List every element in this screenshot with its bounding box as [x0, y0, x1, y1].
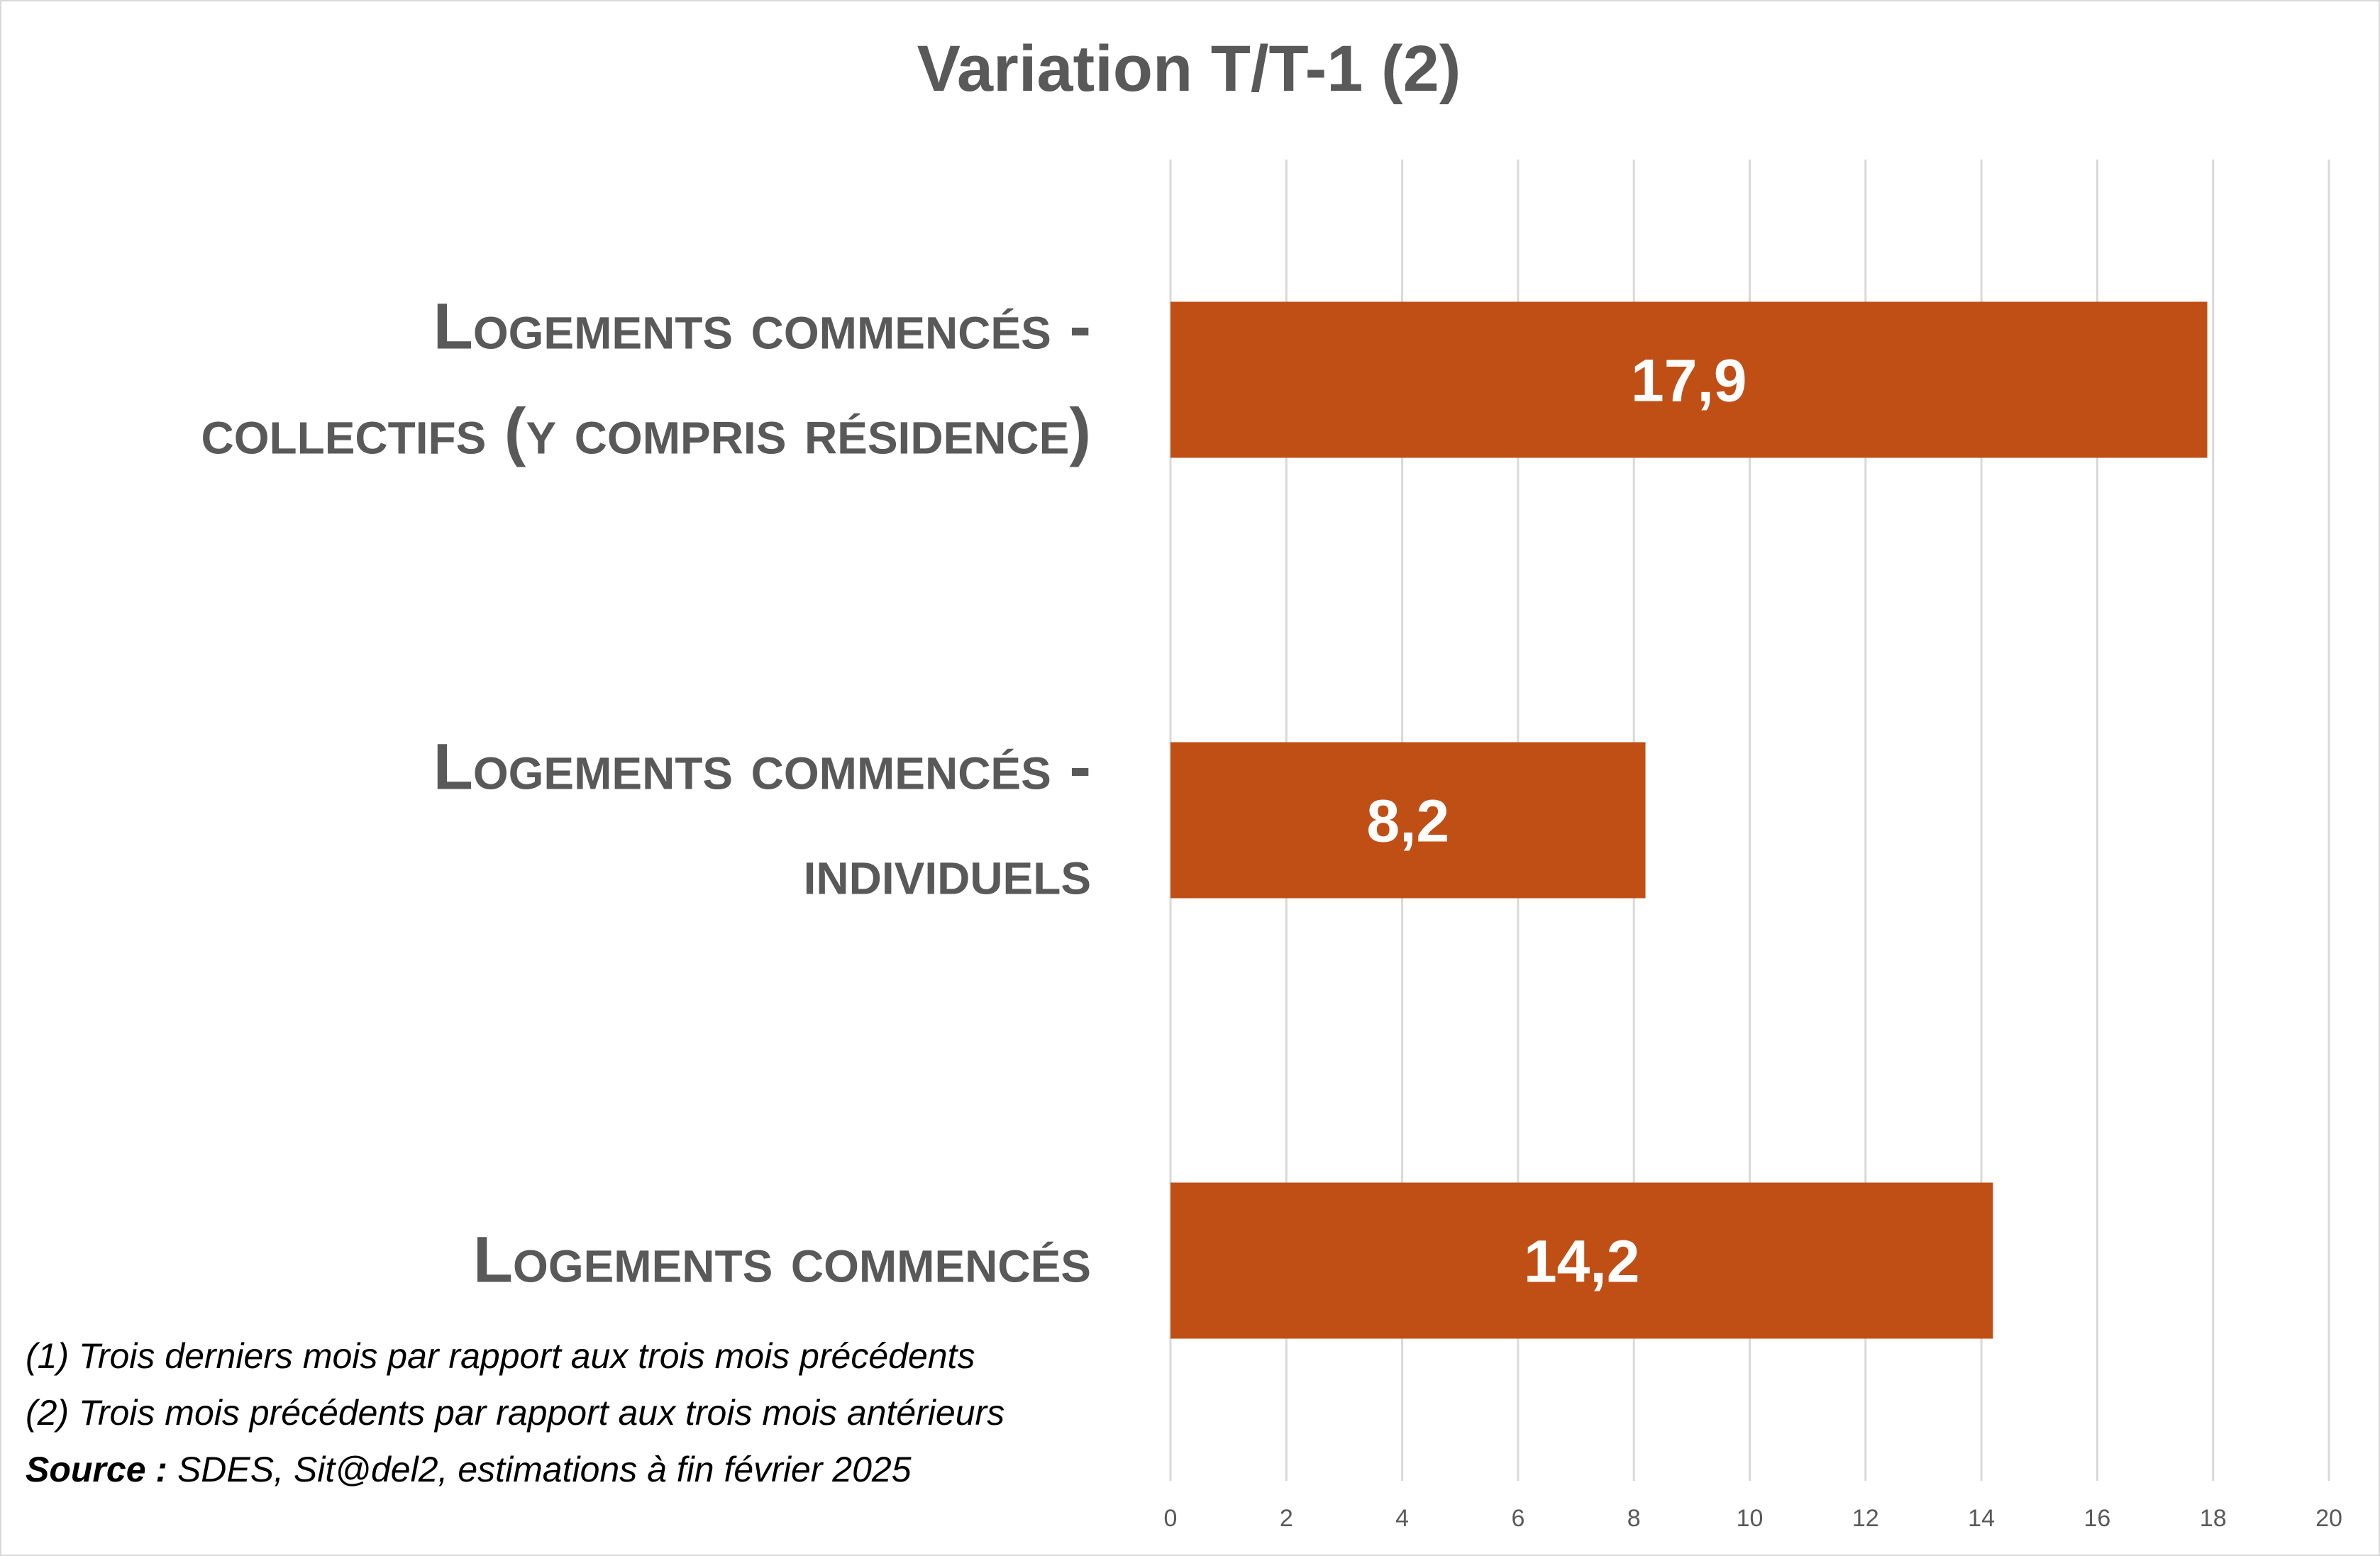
bars [1170, 301, 2208, 1339]
x-tick-label: 20 [2315, 1505, 2342, 1532]
category-label: Logements commencés - [433, 291, 1091, 363]
source-text: SDES, Sit@del2, estimations à fin févrie… [167, 1450, 912, 1489]
category-label: Logements commencés - [433, 731, 1091, 804]
x-tick-label: 16 [2083, 1505, 2110, 1532]
x-tick-label: 10 [1737, 1505, 1764, 1532]
x-tick-label: 0 [1164, 1505, 1178, 1532]
x-tick-label: 4 [1395, 1505, 1409, 1532]
x-tick-label: 12 [1852, 1505, 1879, 1532]
source-note: Source : SDES, Sit@del2, estimations à f… [26, 1441, 1203, 1498]
x-tick-label: 18 [2200, 1505, 2227, 1532]
data-label: 14,2 [1524, 1228, 1640, 1295]
x-tick-label: 14 [1968, 1505, 1995, 1532]
note-2: (2) Trois mois précédents par rapport au… [26, 1393, 1005, 1433]
category-label: Logements commencés [473, 1224, 1091, 1296]
bar [1170, 1182, 1993, 1339]
bar [1170, 742, 1646, 899]
category-labels: Logements commencés - collectifs (y compr… [201, 291, 1092, 1296]
data-labels: 17,9 8,2 14,2 [1366, 348, 1747, 1295]
source-label: Source : [26, 1450, 168, 1489]
chart-notes: (1) Trois derniers mois par rapport aux … [26, 1328, 1203, 1498]
category-label: individuels [804, 836, 1091, 908]
note-1: (1) Trois derniers mois par rapport aux … [26, 1336, 975, 1376]
x-tick-label: 8 [1627, 1505, 1641, 1532]
chart-title: Variation T/T-1 (2) [917, 33, 1461, 105]
data-label: 17,9 [1631, 348, 1747, 414]
data-label: 8,2 [1366, 788, 1449, 855]
x-tick-label: 6 [1511, 1505, 1524, 1532]
bar [1170, 301, 2208, 458]
x-axis-tick-labels: 0 2 4 6 8 10 12 14 16 18 20 [1164, 1505, 2342, 1532]
x-tick-label: 2 [1280, 1505, 1293, 1532]
category-label: collectifs (y compris résidence) [201, 396, 1092, 468]
